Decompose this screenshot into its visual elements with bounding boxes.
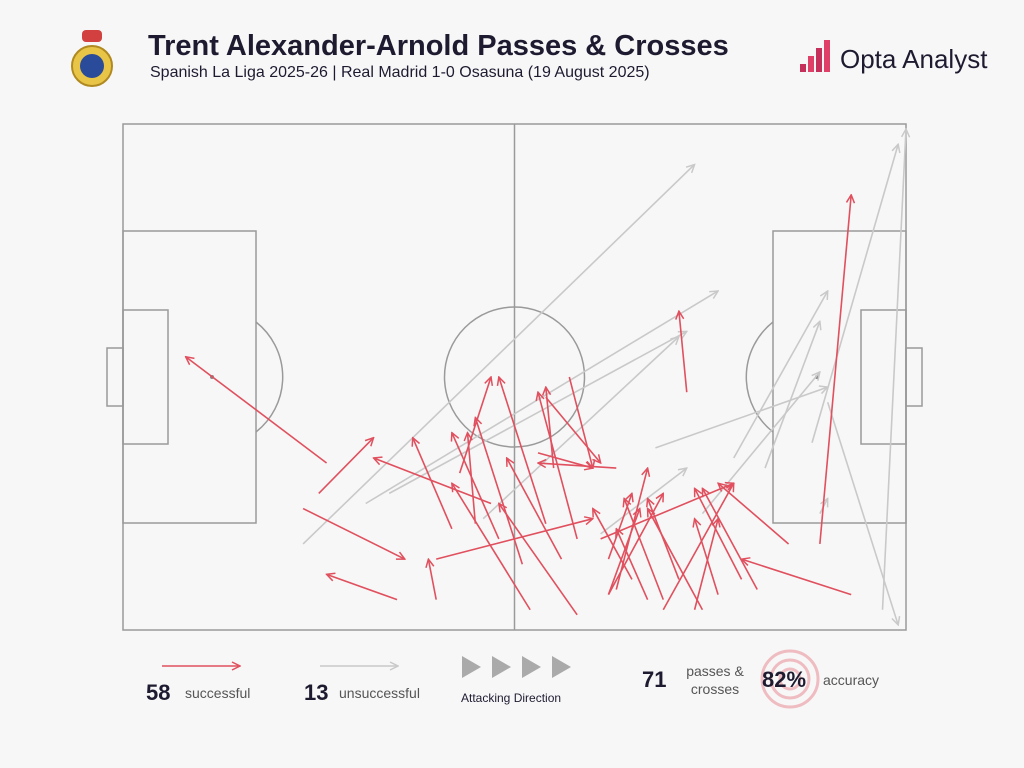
direction-label: Attacking Direction [461,691,562,705]
legend-label: successful [185,685,251,701]
pass-arrow [679,311,688,393]
pass-arrow [624,498,665,600]
pass-arrow [327,574,398,601]
pass-arrow [881,129,906,610]
pass-arrow [452,483,531,611]
pass-arrow [537,452,593,468]
pass-arrow [365,291,718,505]
pass-arrow [600,483,734,540]
pass-arrow [302,164,695,545]
pass-arrow [655,387,827,449]
pass-arrow [695,519,719,595]
total-label: passes & crosses [686,663,744,697]
pass-arrow [662,483,733,611]
pass-arrow [648,509,704,611]
pass-arrow [702,488,758,590]
brand: Opta Analyst [840,44,988,74]
pass-arrow [742,559,852,596]
subtitle: Spanish La Liga 2025-26 | Real Madrid 1-… [150,64,650,81]
pass-arrow [546,387,555,469]
accuracy: 82% [762,667,807,692]
pass-arrow [701,372,819,515]
pass-arrow [648,498,680,580]
pass-arrow [468,433,477,524]
pass-arrow [388,331,687,495]
pass-arrow [826,402,898,625]
legend-label: unsuccessful [339,685,420,701]
pass-arrow [568,376,592,468]
pass-arrow [458,377,491,474]
crest [71,30,113,87]
brand-logo [800,40,830,72]
pass-arrow [538,463,617,469]
pass-arrow [413,438,453,530]
pass-arrow [607,493,631,560]
pass-arrow [475,417,524,565]
pass-arrow [811,144,898,444]
title: Trent Alexander-Arnold Passes & Crosses [148,30,729,62]
total: 71 [642,667,667,692]
pass-arrow [733,291,828,459]
pass-arrow [374,458,492,505]
pass-arrow [593,509,633,580]
pass-arrow [186,357,328,464]
pass-arrow [607,509,639,595]
pass-arrow [695,488,743,580]
accuracy-rings [760,649,820,709]
count: 58 [146,680,171,705]
pass-arrow [452,433,500,540]
pass-arrow [600,468,687,535]
pass-arrow [318,438,374,494]
pass-arrow [302,507,405,560]
pass-arrow [428,559,437,600]
pass-arrow [545,396,601,463]
pass-arrow [819,195,851,545]
pass-arrow [499,504,578,616]
passes [186,129,906,625]
pass-arrow [616,529,649,600]
count: 13 [304,680,329,705]
pass-arrow [538,392,578,540]
direction-arrows [462,656,571,678]
pass-arrow [718,483,790,545]
pass-arrow [764,321,820,469]
pitch [106,123,923,631]
pass-arrow [435,519,593,560]
pass-arrow [482,337,679,520]
accuracy-label: accuracy [823,672,880,688]
pass-arrow [499,377,547,524]
pass-arrow [693,519,718,610]
pass-arrow [507,458,563,560]
